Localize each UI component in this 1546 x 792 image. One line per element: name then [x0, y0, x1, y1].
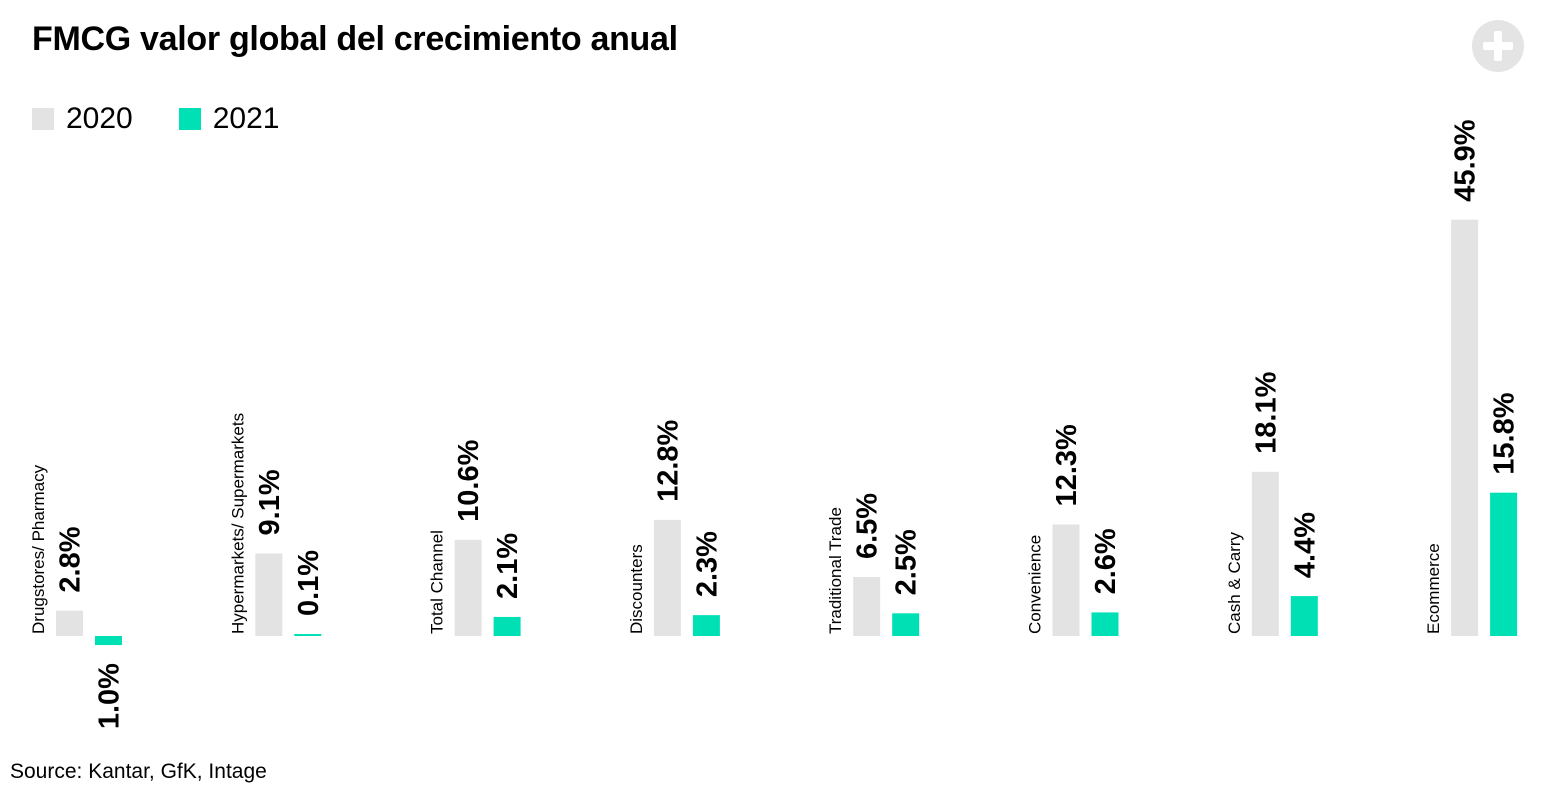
source-note: Source: Kantar, GfK, Intage: [10, 760, 267, 783]
bar-2020-ecommerce: [1451, 219, 1479, 636]
legend-item-2021: 2021: [178, 102, 280, 136]
bar-2021-total-channel: [493, 616, 521, 636]
bar-2021-convenience: [1091, 612, 1119, 636]
legend-item-2020: 2020: [32, 102, 133, 136]
bar-2020-traditional-trade: [853, 577, 881, 636]
bar-2020-discounters: [653, 519, 681, 636]
value-label-2020-discounters: 12.8%: [652, 419, 684, 501]
value-label-2020-total-channel: 10.6%: [453, 439, 485, 521]
category-label-drugstores-pharmacy: Drugstores/ Pharmacy: [29, 464, 48, 634]
bar-2021-traditional-trade: [892, 613, 920, 636]
bar-2020-hypermarkets-supermarkets: [255, 553, 283, 636]
category-label-convenience: Convenience: [1026, 535, 1045, 634]
category-label-ecommerce: Ecommerce: [1424, 543, 1443, 634]
value-label-2020-traditional-trade: 6.5%: [852, 493, 884, 559]
bar-2020-total-channel: [454, 539, 482, 636]
value-label-2021-ecommerce: 15.8%: [1489, 392, 1521, 474]
legend-label-2021: 2021: [212, 102, 280, 135]
bar-2021-ecommerce: [1490, 492, 1518, 636]
value-label-2020-ecommerce: 45.9%: [1450, 119, 1482, 201]
bar-2021-hypermarkets-supermarkets: [294, 634, 322, 636]
legend-swatch-2021: [178, 108, 201, 130]
value-label-2020-hypermarkets-supermarkets: 9.1%: [254, 469, 286, 535]
bar-2021-discounters: [692, 615, 720, 636]
legend: 2020 2021: [32, 102, 280, 136]
bar-2020-cash-carry: [1251, 471, 1279, 636]
legend-label-2020: 2020: [66, 102, 133, 135]
value-label-2020-cash-carry: 18.1%: [1250, 371, 1282, 453]
bar-2020-drugstores-pharmacy: [56, 610, 83, 636]
legend-swatch-2020: [32, 108, 54, 130]
value-label-2021-cash-carry: 4.4%: [1289, 512, 1321, 578]
bar-2021-drugstores-pharmacy: [95, 636, 122, 646]
value-label-2021-discounters: 2.3%: [691, 531, 723, 597]
value-label-2020-convenience: 12.3%: [1051, 424, 1083, 506]
bar-2020-convenience: [1052, 524, 1080, 636]
plus-circle-icon[interactable]: [1472, 20, 1524, 72]
category-label-total-channel: Total Channel: [428, 530, 447, 634]
value-label-2021-convenience: 2.6%: [1090, 528, 1122, 594]
bar-2021-cash-carry: [1290, 596, 1318, 636]
value-label-2021-drugstores-pharmacy: 1.0%: [94, 663, 126, 729]
category-label-discounters: Discounters: [627, 544, 646, 634]
value-label-2021-traditional-trade: 2.5%: [891, 529, 923, 595]
category-label-traditional-trade: Traditional Trade: [826, 507, 845, 634]
chart-title: FMCG valor global del crecimiento anual: [32, 20, 678, 58]
value-label-2020-drugstores-pharmacy: 2.8%: [55, 526, 87, 592]
value-label-2021-total-channel: 2.1%: [492, 533, 524, 599]
category-label-hypermarkets-supermarkets: Hypermarkets/ Supermarkets: [228, 413, 247, 634]
value-label-2021-hypermarkets-supermarkets: 0.1%: [293, 550, 325, 616]
category-label-cash-carry: Cash & Carry: [1225, 531, 1244, 634]
